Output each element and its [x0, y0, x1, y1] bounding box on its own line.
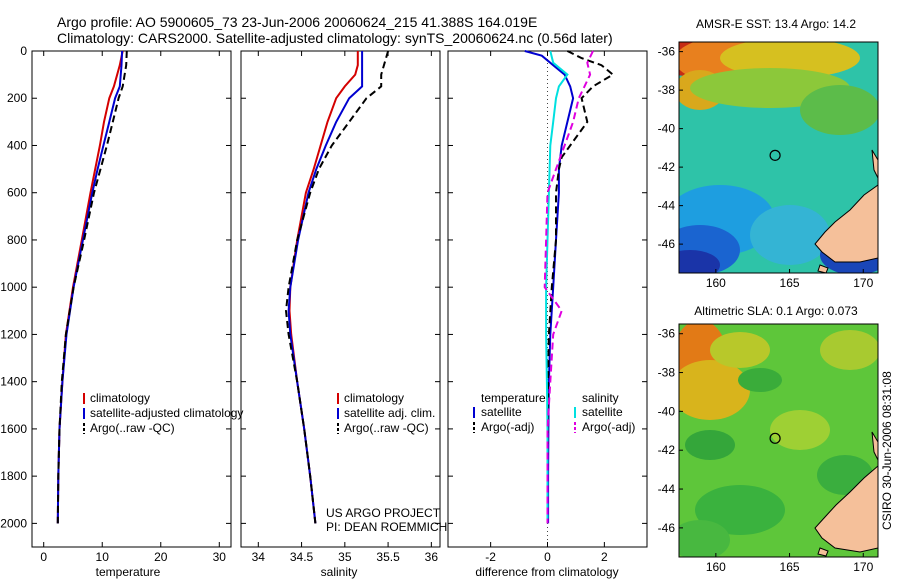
x-tick-label: 34: [252, 550, 266, 564]
x-tick-label: 36: [425, 550, 439, 564]
temperature-xlabel: temperature: [96, 565, 161, 579]
low-sla-patch: [679, 520, 730, 557]
legend-label-climatology: climatology: [90, 391, 150, 405]
mid-water-patch: [800, 85, 878, 135]
salinity-xlabel: salinity: [321, 565, 358, 579]
x-tick-label: 35.5: [376, 550, 400, 564]
map-y-tick-label: -46: [658, 521, 676, 535]
new-zealand-coast: [814, 184, 878, 263]
y-tick-label: 400: [7, 138, 27, 152]
legend-label-satellite: satellite-adjusted climatology: [90, 406, 243, 420]
argo-float-marker: [769, 149, 781, 161]
map-y-tick-label: -38: [658, 83, 676, 97]
cold-water-patch: [750, 205, 830, 265]
map-x-tick-label: 165: [780, 276, 800, 290]
map-x-tick-label: 170: [853, 276, 873, 290]
x-tick-label: 0: [544, 550, 551, 564]
map-y-tick-label: -44: [658, 199, 676, 213]
high-sla-patch: [679, 360, 750, 420]
map-x-tick-label: 165: [780, 560, 800, 574]
stewart-island-coast: [817, 547, 829, 557]
low-sla-patch: [685, 430, 735, 460]
low-sla-patch: [738, 368, 782, 392]
sla-map: [678, 323, 879, 558]
legend-label-sal-satellite: satellite: [582, 405, 623, 419]
difference-legend: temperature satellite Argo(-adj) salinit…: [473, 391, 635, 434]
legend-label-climatology: climatology: [344, 391, 404, 405]
series-line-salinity-argo-adj-: [543, 50, 594, 524]
figure-title-line1: Argo profile: AO 5900605_73 23-Jun-2006 …: [57, 14, 537, 30]
figure-title-line2: Climatology: CARS2000. Satellite-adjuste…: [57, 30, 613, 46]
y-tick-label: 1600: [0, 422, 27, 436]
temperature-panel: [31, 50, 232, 548]
x-tick-label: 30: [213, 550, 227, 564]
map-x-tick-label: 170: [853, 560, 873, 574]
cold-water-patch: [679, 250, 720, 273]
salinity-panel: [240, 50, 441, 548]
sla-map-title: Altimetric SLA: 0.1 Argo: 0.073: [694, 304, 858, 318]
project-pi: PI: DEAN ROEMMICH: [326, 520, 447, 534]
legend-label-sal-argo: Argo(-adj): [582, 420, 635, 434]
difference-xlabel: difference from climatology: [475, 565, 618, 579]
new-zealand-coast: [814, 465, 878, 553]
y-tick-label: 1800: [0, 469, 27, 483]
low-sla-patch: [695, 485, 785, 535]
x-tick-label: 34.5: [290, 550, 314, 564]
x-tick-label: 2: [601, 550, 608, 564]
series-line-argo-raw-qc-: [56, 50, 128, 524]
y-tick-label: 800: [7, 233, 27, 247]
map-y-tick-label: -36: [658, 45, 676, 59]
legend-header-salinity: salinity: [582, 391, 619, 405]
series-line-temperature-argo-adj-: [546, 50, 615, 524]
y-tick-label: 0: [20, 44, 27, 58]
sst-map-frame: [678, 41, 879, 274]
salinity-legend: climatology satellite adj. clim. Argo(..…: [337, 391, 435, 435]
project-name: US ARGO PROJECT: [326, 506, 441, 520]
y-tick-label: 1200: [0, 327, 27, 341]
legend-header-temperature: temperature: [481, 391, 546, 405]
legend-label-temp-satellite: satellite: [481, 405, 522, 419]
stewart-island-coast: [817, 264, 829, 273]
legend-label-argo: Argo(..raw -QC): [90, 421, 175, 435]
new-zealand-coast: [871, 431, 878, 461]
series-line-salinity-satellite: [545, 50, 569, 524]
temperature-legend: climatology satellite-adjusted climatolo…: [83, 391, 243, 435]
y-tick-label: 1400: [0, 375, 27, 389]
sla-map-frame: [678, 323, 879, 558]
chart-marks: 0 10 20 30020040060080010001200140016001800…: [0, 44, 873, 574]
map-y-tick-label: -42: [658, 160, 676, 174]
legend-label-argo: Argo(..raw -QC): [344, 421, 429, 435]
y-tick-label: 1000: [0, 280, 27, 294]
legend-label-temp-argo: Argo(-adj): [481, 420, 534, 434]
map-x-tick-label: 160: [706, 276, 726, 290]
new-zealand-coast: [871, 149, 878, 179]
x-tick-label: 10: [96, 550, 110, 564]
credit-stamp: CSIRO 30-Jun-2006 08:31:08: [880, 371, 894, 530]
sst-map: [678, 41, 879, 274]
x-tick-label: 20: [154, 550, 168, 564]
x-tick-label: -2: [485, 550, 496, 564]
map-y-tick-label: -42: [658, 443, 676, 457]
map-y-tick-label: -40: [658, 404, 676, 418]
argo-float-marker: [769, 432, 781, 444]
legend-label-satellite: satellite adj. clim.: [344, 406, 435, 420]
high-sla-patch: [820, 330, 878, 370]
map-y-tick-label: -38: [658, 366, 676, 380]
x-tick-label: 0: [40, 550, 47, 564]
map-y-tick-label: -36: [658, 327, 676, 341]
high-sla-patch: [710, 332, 770, 368]
sst-map-title: AMSR-E SST: 13.4 Argo: 14.2: [696, 17, 856, 31]
x-tick-label: 35: [338, 550, 352, 564]
map-y-tick-label: -46: [658, 237, 676, 251]
y-tick-label: 200: [7, 91, 27, 105]
y-tick-label: 600: [7, 186, 27, 200]
map-x-tick-label: 160: [706, 560, 726, 574]
mid-sla-patch: [770, 410, 830, 450]
map-y-tick-label: -40: [658, 122, 676, 136]
series-line-argo-raw-qc-: [284, 50, 390, 524]
map-y-tick-label: -44: [658, 482, 676, 496]
y-tick-label: 2000: [0, 516, 27, 530]
